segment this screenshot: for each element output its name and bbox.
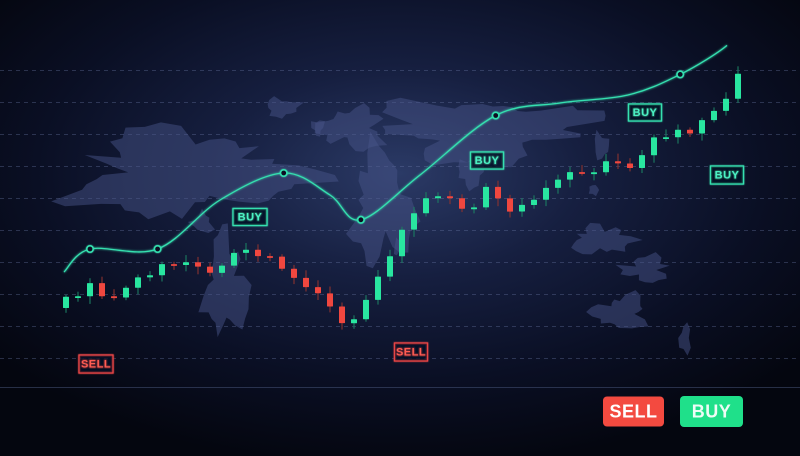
- svg-text:SELL: SELL: [609, 402, 657, 422]
- svg-text:BUY: BUY: [475, 155, 500, 167]
- svg-text:BUY: BUY: [633, 107, 658, 119]
- svg-text:SELL: SELL: [81, 359, 111, 371]
- svg-text:SELL: SELL: [396, 347, 426, 359]
- svg-text:BUY: BUY: [692, 402, 732, 422]
- svg-text:BUY: BUY: [715, 170, 740, 182]
- svg-text:BUY: BUY: [238, 212, 263, 224]
